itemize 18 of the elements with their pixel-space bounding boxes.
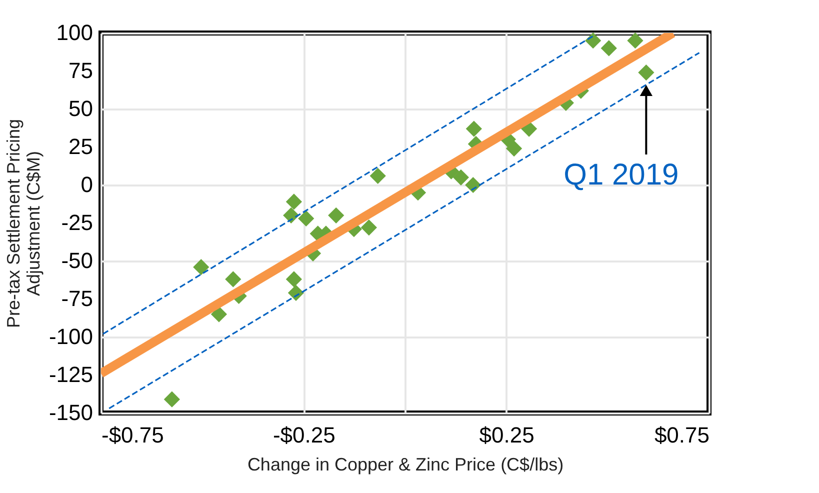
annotation: Q1 2019 xyxy=(564,158,679,192)
y-tick-label: -150 xyxy=(48,400,93,425)
x-axis-title: Change in Copper & Zinc Price (C$/lbs) xyxy=(247,454,564,474)
y-tick-label: 25 xyxy=(68,134,93,159)
y-tick-label: 0 xyxy=(80,172,93,197)
x-tick-label: $0.25 xyxy=(479,422,534,448)
y-tick-label: -100 xyxy=(48,324,93,349)
y-tick-label: -50 xyxy=(61,248,93,273)
y-tick-label: 50 xyxy=(68,96,93,121)
y-tick-label: -75 xyxy=(61,286,93,311)
y-tick-label: -25 xyxy=(61,210,93,235)
x-tick-label: -$0.25 xyxy=(272,422,336,448)
x-tick-label: -$0.75 xyxy=(102,422,164,448)
y-tick-label: -125 xyxy=(48,362,93,387)
y-tick-label: 75 xyxy=(68,58,93,83)
y-tick-label: 100 xyxy=(56,20,93,45)
y-axis-title: Pre-tax Settlement Pricing Adjustment (C$M) xyxy=(4,118,44,328)
x-tick-label: $0.75 xyxy=(654,422,710,448)
